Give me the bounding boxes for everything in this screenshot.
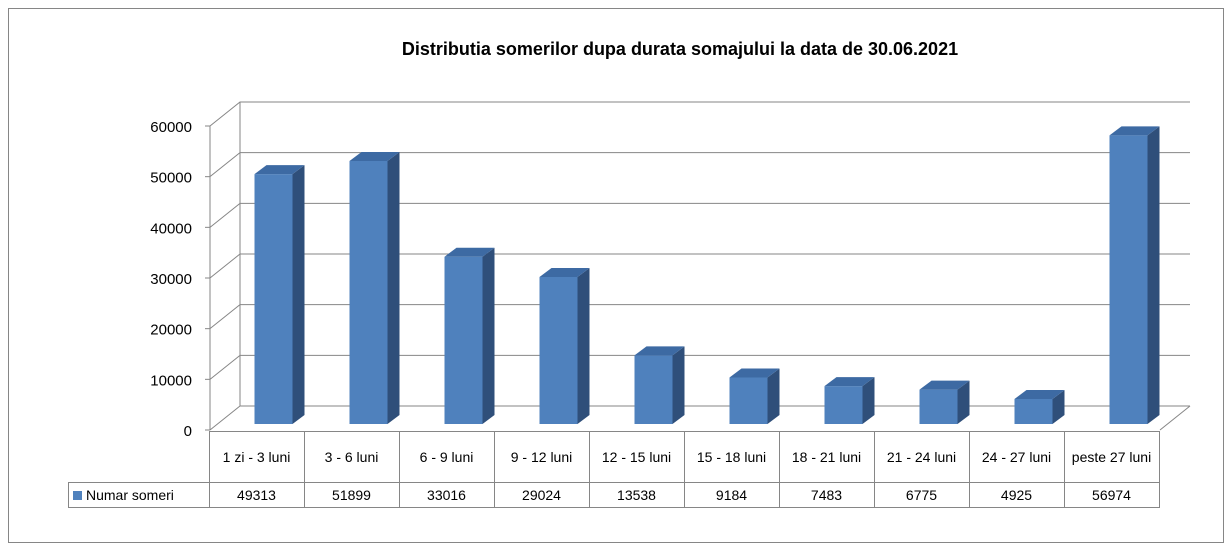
floor-edge bbox=[1159, 405, 1191, 431]
y-tick-label: 50000 bbox=[150, 170, 192, 187]
series-label: Numar someri bbox=[68, 481, 210, 508]
bar-top bbox=[254, 165, 305, 175]
bar-side bbox=[482, 247, 495, 424]
bar bbox=[1014, 390, 1065, 424]
y-tick-label: 20000 bbox=[150, 322, 192, 339]
bar-front bbox=[729, 377, 768, 424]
value-label: 51899 bbox=[303, 481, 400, 508]
y-tick-label: 10000 bbox=[150, 372, 192, 389]
bar-side bbox=[767, 368, 780, 424]
bar-top bbox=[824, 377, 875, 387]
category-label: 21 - 24 luni bbox=[873, 431, 970, 483]
bar-side bbox=[862, 377, 875, 424]
bar bbox=[919, 380, 970, 424]
bar-front bbox=[539, 276, 578, 424]
category-label: peste 27 luni bbox=[1063, 431, 1160, 483]
category-label: 6 - 9 luni bbox=[398, 431, 495, 483]
bar bbox=[349, 152, 400, 425]
bar-top bbox=[1109, 126, 1160, 136]
bar-front bbox=[1014, 399, 1053, 424]
data-table: 1 zi - 3 luni 3 - 6 luni 6 - 9 luni 9 - 12 … bbox=[68, 431, 1160, 508]
chart-title: Distributia somerilor dupa durata somaju… bbox=[402, 39, 958, 59]
bar-front bbox=[1109, 135, 1148, 424]
grid-line bbox=[209, 354, 1190, 380]
category-label: 18 - 21 luni bbox=[778, 431, 875, 483]
bar-side bbox=[387, 152, 400, 425]
bar-front bbox=[254, 174, 293, 424]
bar-top bbox=[349, 152, 400, 162]
value-label: 33016 bbox=[398, 481, 495, 508]
grid-line bbox=[209, 152, 1190, 178]
bar-front bbox=[634, 355, 673, 424]
category-label: 1 zi - 3 luni bbox=[208, 431, 305, 483]
category-label: 12 - 15 luni bbox=[588, 431, 685, 483]
value-label: 56974 bbox=[1063, 481, 1160, 508]
value-label: 4925 bbox=[968, 481, 1065, 508]
category-label: 24 - 27 luni bbox=[968, 431, 1065, 483]
bar-top bbox=[919, 380, 970, 390]
value-label: 7483 bbox=[778, 481, 875, 508]
value-label: 6775 bbox=[873, 481, 970, 508]
bar-top bbox=[634, 346, 685, 356]
grid-line bbox=[209, 202, 1190, 228]
bar-top bbox=[1014, 390, 1065, 400]
bar-top bbox=[539, 267, 590, 277]
bar-top bbox=[444, 247, 495, 257]
y-tick-label: 60000 bbox=[150, 119, 192, 136]
bar-front bbox=[444, 256, 483, 424]
bar bbox=[634, 346, 685, 424]
y-tick-label: 0 bbox=[184, 423, 192, 440]
value-label: 13538 bbox=[588, 481, 685, 508]
category-label: 15 - 18 luni bbox=[683, 431, 780, 483]
bar bbox=[824, 377, 875, 424]
value-label: 9184 bbox=[683, 481, 780, 508]
bar bbox=[254, 165, 305, 424]
bar-front bbox=[824, 386, 863, 424]
value-label: 29024 bbox=[493, 481, 590, 508]
value-label: 49313 bbox=[208, 481, 305, 508]
bar-side bbox=[1052, 390, 1065, 424]
bar-side bbox=[672, 346, 685, 424]
bar-side bbox=[957, 380, 970, 424]
bar-front bbox=[349, 161, 388, 425]
category-label: 3 - 6 luni bbox=[303, 431, 400, 483]
legend-key bbox=[73, 490, 82, 500]
bar-side bbox=[577, 267, 590, 424]
y-tick-label: 40000 bbox=[150, 220, 192, 237]
bar-front bbox=[919, 389, 958, 424]
bar-side bbox=[1147, 126, 1160, 425]
grid-line bbox=[209, 304, 1190, 330]
bar-top bbox=[729, 368, 780, 378]
legend-entry: Numar someri bbox=[86, 486, 174, 503]
blank-cell bbox=[68, 431, 210, 482]
grid-line bbox=[209, 101, 1190, 127]
category-label: 9 - 12 luni bbox=[493, 431, 590, 483]
bar bbox=[1109, 126, 1160, 425]
bar bbox=[444, 247, 495, 424]
grid-line bbox=[209, 253, 1190, 279]
chart-border bbox=[8, 8, 1224, 543]
bar bbox=[729, 368, 780, 424]
bar bbox=[539, 267, 590, 424]
bar-side bbox=[292, 165, 305, 424]
y-tick-label: 30000 bbox=[150, 271, 192, 288]
